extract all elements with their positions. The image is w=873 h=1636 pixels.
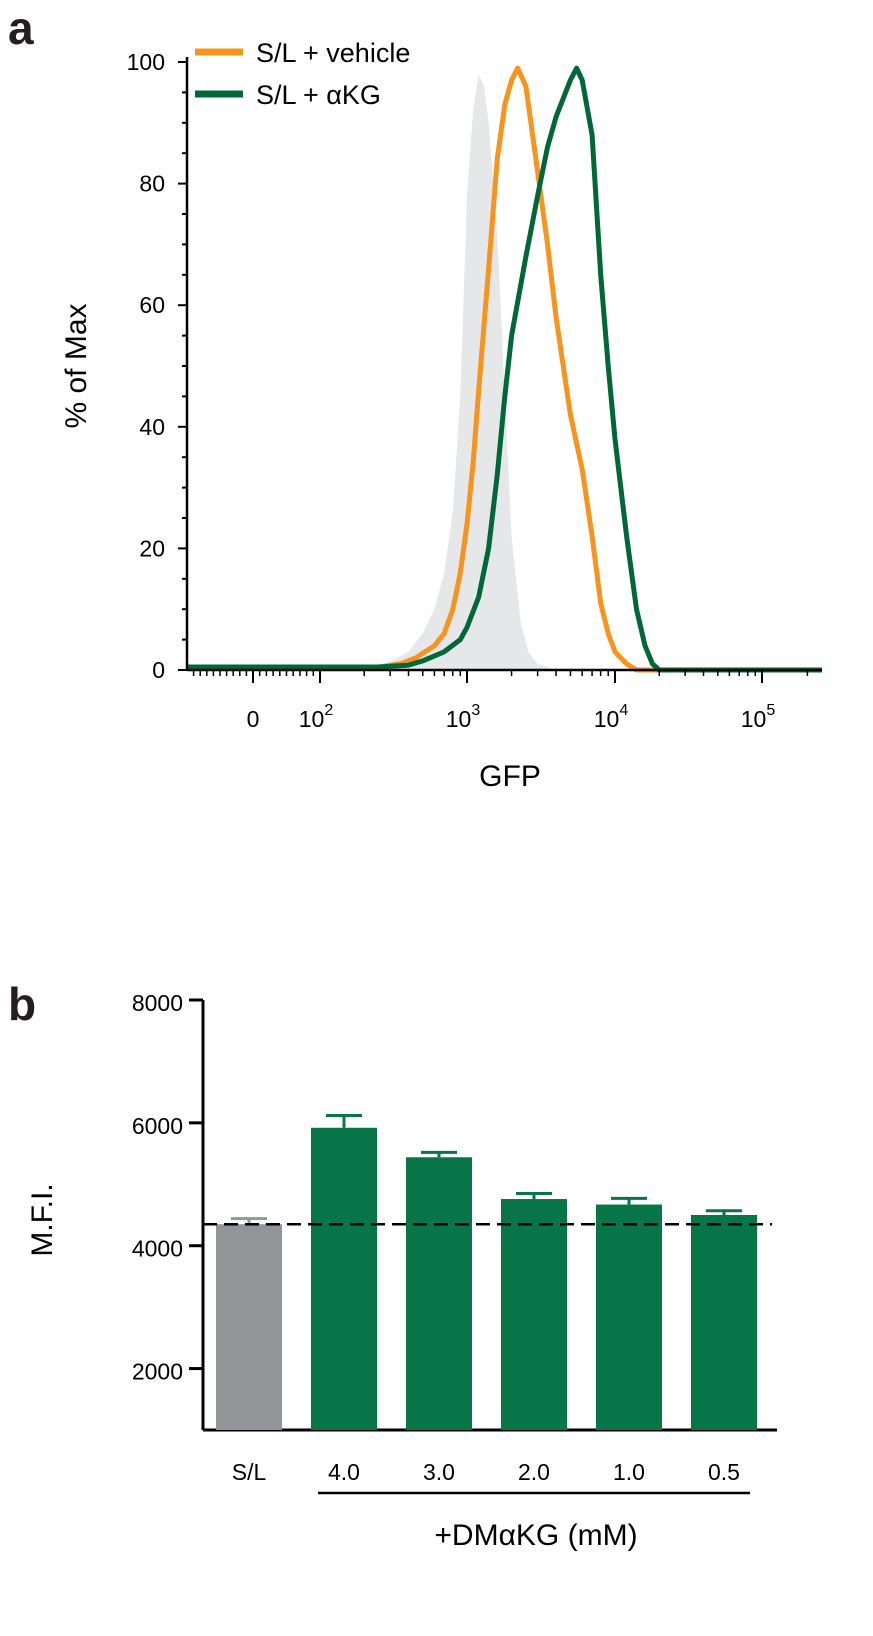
x-tick-label: 4.0: [328, 1459, 360, 1485]
group-label: +DMαKG (mM): [434, 1519, 637, 1552]
series-fill-0: [187, 74, 822, 670]
bar-chart: 2000 4000 6000 8000 M.F.I. S/L 4.0 3.0 2.0 1.0 0.5…: [26, 990, 777, 1552]
y-tick-label: 100: [127, 49, 165, 75]
y-tick-label: 8000: [132, 990, 183, 1016]
x-tick-label: 2.0: [518, 1459, 550, 1485]
bar-S/L: [216, 1224, 282, 1430]
x-tick-label: 102: [299, 702, 334, 732]
y-tick-label: 4000: [132, 1236, 183, 1262]
y-tick-label: 20: [139, 535, 165, 561]
y-tick-label: 2000: [132, 1359, 183, 1385]
bar-4.0: [311, 1127, 377, 1430]
x-tick-label: 0.5: [708, 1459, 740, 1485]
x-axis-title: GFP: [479, 760, 541, 793]
series-line-2: [187, 65, 822, 673]
y-tick-label: 80: [139, 171, 165, 197]
legend-label: S/L + αKG: [256, 80, 381, 110]
histogram-chart: 0 20 40 60 80 100 0 102 103 104 105 GFP % of Max S/L …: [60, 38, 822, 793]
y-tick-label: 40: [139, 414, 165, 440]
y-tick-label: 0: [152, 657, 165, 683]
y-axis-title: % of Max: [60, 303, 93, 428]
x-tick-label: S/L: [232, 1459, 267, 1485]
x-tick-label: 104: [594, 702, 629, 732]
x-tick-label: 1.0: [613, 1459, 645, 1485]
y-tick-label: 6000: [132, 1113, 183, 1139]
x-tick-label: 3.0: [423, 1459, 455, 1485]
panel-a-letter: a: [8, 2, 34, 54]
bar-2.0: [501, 1199, 567, 1430]
legend-label: S/L + vehicle: [256, 38, 410, 68]
x-tick-label: 0: [247, 706, 260, 732]
panel-b-letter: b: [8, 978, 36, 1030]
bar-0.5: [691, 1215, 757, 1430]
bar-1.0: [596, 1204, 662, 1430]
x-tick-label: 103: [446, 702, 481, 732]
x-tick-label: 105: [741, 702, 776, 732]
y-tick-label: 60: [139, 292, 165, 318]
y-axis-title: M.F.I.: [26, 1183, 59, 1256]
bar-3.0: [406, 1157, 472, 1430]
series-line-1: [187, 65, 822, 673]
